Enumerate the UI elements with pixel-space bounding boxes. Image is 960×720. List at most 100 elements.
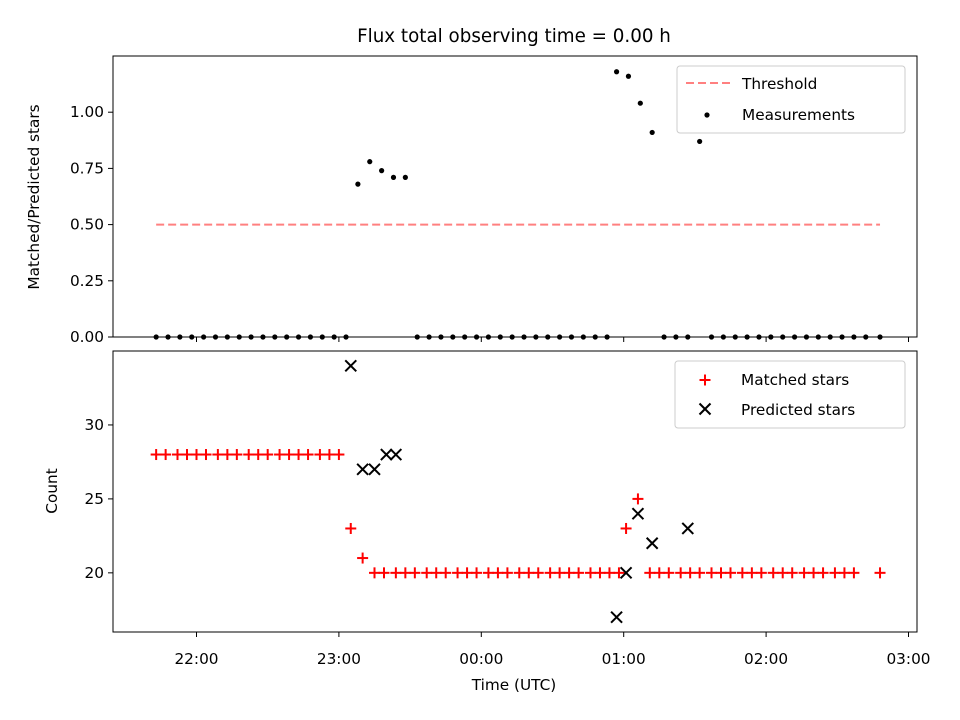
measurement-point (613, 69, 620, 75)
matched-star-point (160, 449, 172, 461)
matched-star-point (786, 567, 798, 579)
bottom-y-tick-label: 30 (85, 416, 104, 434)
matched-star-point (471, 567, 483, 579)
top-y-tick-label: 0.50 (70, 216, 104, 234)
top-y-tick-label: 0.00 (70, 328, 104, 346)
matched-star-point (333, 449, 345, 461)
x-tick-label: 22:00 (174, 650, 218, 668)
matched-star-point (482, 567, 494, 579)
matched-star-point (653, 567, 665, 579)
predicted-star-point (631, 507, 645, 520)
matched-star-point (501, 567, 513, 579)
matched-star-point (573, 567, 585, 579)
matched-star-point (675, 567, 687, 579)
bottom-y-tick-label: 25 (85, 490, 104, 508)
top-y-tick-label: 1.00 (70, 103, 104, 121)
matched-star-point (150, 449, 162, 461)
matched-star-point (430, 567, 442, 579)
matched-star-point (706, 567, 718, 579)
matched-star-point (345, 522, 357, 534)
matched-star-point (274, 449, 286, 461)
matched-star-point (378, 567, 390, 579)
matched-star-point (644, 567, 656, 579)
predicted-star-point (389, 448, 403, 461)
matched-star-point (283, 449, 295, 461)
matched-star-point (663, 567, 675, 579)
matched-star-point (594, 567, 606, 579)
matched-star-point (838, 567, 850, 579)
bottom-y-axis-label: Count (43, 468, 61, 513)
matched-star-point (777, 567, 789, 579)
matched-star-point (523, 567, 535, 579)
matched-star-point (390, 567, 402, 579)
matched-star-point (461, 567, 473, 579)
matched-star-point (817, 567, 829, 579)
matched-star-point (221, 449, 233, 461)
top-y-axis-label: Matched/Predicted stars (25, 104, 43, 289)
x-tick-label: 02:00 (744, 650, 788, 668)
bottom-legend-box (674, 360, 906, 429)
top-legend-box (676, 65, 906, 134)
x-tick-label: 03:00 (886, 650, 930, 668)
measurement-point (379, 168, 385, 174)
predicted-star-point (645, 537, 659, 550)
legend-threshold-label: Threshold (741, 75, 817, 93)
top-y-tick-label: 0.75 (70, 159, 104, 177)
measurement-point (649, 129, 655, 136)
predicted-star-point (344, 359, 357, 372)
legend-measurements-label: Measurements (742, 106, 855, 124)
matched-star-point (181, 449, 193, 461)
matched-star-point (620, 522, 632, 534)
matched-star-point (532, 567, 544, 579)
matched-star-point (262, 449, 274, 461)
matched-star-point (848, 567, 860, 579)
chart-title: Flux total observing time = 0.00 h (357, 26, 671, 47)
measurement-point (390, 174, 397, 180)
predicted-stars-points (344, 359, 694, 624)
matched-star-point (452, 567, 464, 579)
matched-star-point (200, 449, 212, 461)
matched-star-point (603, 567, 615, 579)
measurement-point (637, 100, 643, 106)
matched-star-point (440, 567, 452, 579)
matched-star-point (293, 449, 305, 461)
matched-star-point (492, 567, 504, 579)
matched-star-point (829, 567, 841, 579)
matched-star-point (632, 493, 644, 505)
top-axes-frame (112, 55, 918, 338)
matched-star-point (302, 449, 314, 461)
matched-star-point (767, 567, 779, 579)
matched-star-point (421, 567, 433, 579)
legend-predicted-label: Predicted stars (741, 401, 855, 419)
matched-stars-points (150, 449, 886, 579)
legend-matched-label: Matched stars (741, 371, 849, 389)
top-panel: 0.00 0.25 0.50 0.75 1.00 Matched/Predicted s… (25, 55, 918, 346)
predicted-star-point (380, 448, 393, 461)
legend-measurements-swatch (704, 112, 710, 118)
bottom-y-ticks: 20 25 30 (85, 416, 113, 582)
bottom-x-ticks: 22:00 23:00 00:00 01:00 02:00 03:00 (174, 632, 931, 668)
matched-star-point (736, 567, 748, 579)
matched-star-point (563, 567, 575, 579)
matched-star-point (409, 567, 421, 579)
matched-star-point (212, 449, 224, 461)
legend-matched-swatch (699, 374, 711, 386)
bottom-panel: 20 25 30 22:00 23:00 00:00 01:00 02:00 03:00 Co… (43, 350, 931, 694)
predicted-star-point (619, 566, 633, 580)
matched-star-point (357, 552, 369, 564)
legend-matched-marker (699, 374, 711, 386)
matched-star-point (554, 567, 566, 579)
bottom-axes-frame (112, 350, 918, 633)
measurement-point (697, 138, 703, 145)
matched-star-point (513, 567, 525, 579)
matched-star-point (808, 567, 820, 579)
matched-star-point (584, 567, 596, 579)
predicted-star-point (681, 522, 694, 535)
predicted-star-point (368, 463, 381, 476)
x-axis-label: Time (UTC) (471, 676, 557, 694)
matched-star-point (755, 567, 767, 579)
legend-predicted-marker (698, 402, 712, 416)
matched-star-point (725, 567, 736, 579)
matched-star-point (323, 449, 335, 461)
